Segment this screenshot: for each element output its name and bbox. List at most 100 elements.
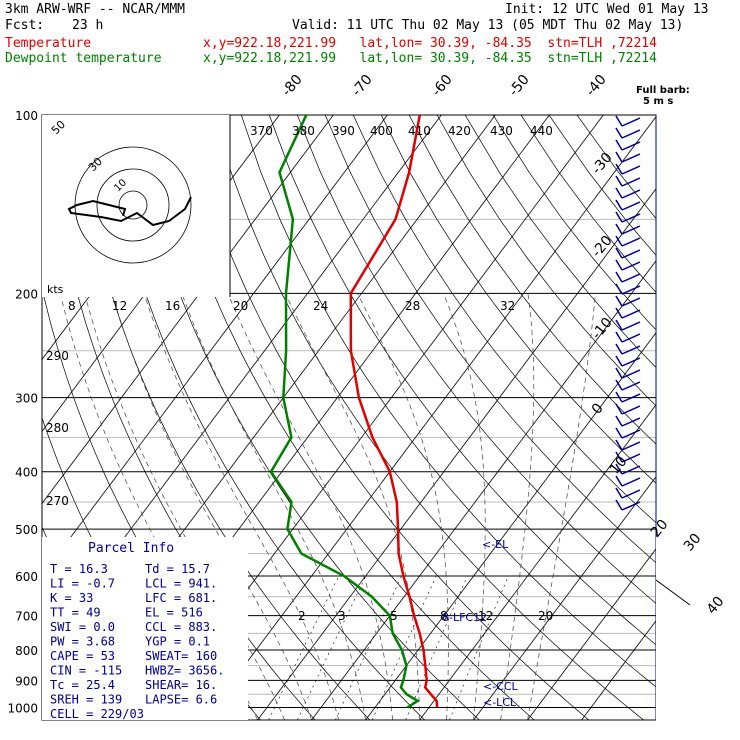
level-annotation: 8-LFC12 <box>442 611 487 624</box>
isotherm-line <box>365 332 656 720</box>
pressure-tick-label: 1000 <box>7 701 38 715</box>
dry-adiabat <box>380 115 656 484</box>
hodograph-speed-label: 32 <box>500 299 515 313</box>
corner-edge <box>655 579 691 606</box>
parcel-stat: CIN = -115 <box>50 664 122 678</box>
parcel-info-title: Parcel Info <box>88 541 174 556</box>
hodograph-ring <box>118 190 148 220</box>
isotherm-line <box>527 548 656 720</box>
wind-barb <box>621 297 641 307</box>
barb-key-label: Full barb: <box>636 85 690 96</box>
parcel-stat: LI = -0.7 <box>50 577 115 591</box>
wind-barb-flag <box>615 487 623 499</box>
barb-key-value: 5 m s <box>643 96 673 107</box>
parcel-stat: SHEAR= 16. <box>145 678 217 692</box>
wind-barb-flag <box>615 235 623 247</box>
hodograph-units: kts <box>47 283 64 296</box>
wind-barb-flag <box>615 367 623 379</box>
pressure-tick-label: 600 <box>15 570 38 584</box>
wind-barb-flag <box>615 307 623 319</box>
wind-barb <box>621 453 641 463</box>
moist-adiabat <box>443 293 486 720</box>
wind-barb <box>621 213 641 223</box>
parcel-stat: K = 33 <box>50 591 93 605</box>
hodograph-speed-label: 28 <box>405 299 420 313</box>
wind-barb <box>621 489 641 499</box>
mixing-ratio-line <box>335 575 402 720</box>
isotherm-label: 20 <box>648 517 672 541</box>
wind-barb-flag <box>615 343 623 355</box>
wind-barb-flag <box>615 139 623 151</box>
theta-label: 430 <box>490 124 513 138</box>
hodograph-speed-label: 12 <box>112 299 127 313</box>
isotherm-line <box>419 404 656 720</box>
wind-barb-flag <box>615 175 623 187</box>
pressure-tick-label: 100 <box>15 109 38 123</box>
wind-barb <box>621 117 641 127</box>
moist-adiabat <box>227 293 393 720</box>
wind-barb <box>621 285 641 295</box>
isotherm-label: -40 <box>583 72 610 100</box>
mixing-ratio-label: 2 <box>298 609 306 623</box>
wind-barb-flag <box>615 283 623 295</box>
level-annotation: <-EL <box>482 538 509 551</box>
isotherm-label: -60 <box>429 72 456 100</box>
isotherm-label: -30 <box>589 150 616 178</box>
valid-time: Valid: 11 UTC Thu 02 May 13 (05 MDT Thu … <box>292 18 684 33</box>
wind-barb-flag <box>615 295 623 307</box>
hodograph-speed-label: 20 <box>233 299 248 313</box>
wind-barb-flag <box>615 187 623 199</box>
parcel-stat: T = 16.3 <box>50 562 108 576</box>
pressure-tick-label: 400 <box>15 466 38 480</box>
wind-barb-flag <box>615 379 623 391</box>
hodograph-panel <box>42 115 230 297</box>
parcel-stat: CAPE = 53 <box>50 649 115 663</box>
level-annotation: <-LCL <box>483 696 517 709</box>
mixing-ratio-line <box>405 575 468 720</box>
wind-barb <box>621 261 641 271</box>
moist-adiabat <box>500 293 535 720</box>
isotherm-label: 30 <box>681 531 705 555</box>
dewpoint-legend: Dewpoint temperature <box>5 51 162 66</box>
dry-adiabat <box>129 115 480 720</box>
isotherm-label: -50 <box>506 72 533 100</box>
dry-adiabat <box>185 115 590 720</box>
temperature-legend: Temperature <box>5 36 92 51</box>
wind-barb <box>621 153 641 163</box>
wind-barb-flag <box>615 427 623 439</box>
isotherm-line <box>42 115 334 505</box>
wind-barb <box>621 321 641 331</box>
hodograph-speed-label: 8 <box>68 299 76 313</box>
wind-barb <box>621 189 641 199</box>
pressure-tick-label: 300 <box>15 392 38 406</box>
theta-label: 440 <box>530 124 553 138</box>
wind-barb-flag <box>615 151 623 163</box>
dewpoint-location: x,y=922.18,221.99 lat,lon= 30.39, -84.35… <box>203 51 657 66</box>
hodograph-ring <box>96 168 170 242</box>
hodograph-speed-label: 16 <box>165 299 180 313</box>
wind-barb <box>621 333 641 343</box>
wind-barb-flag <box>615 331 623 343</box>
parcel-stat: EL = 516 <box>145 606 203 620</box>
wind-barb-flag <box>615 247 623 259</box>
mixing-ratio-line <box>449 575 509 720</box>
parcel-stat: Td = 15.7 <box>145 562 210 576</box>
wind-barb-flag <box>615 403 623 415</box>
wind-barb <box>621 501 641 511</box>
moist-adiabat <box>181 293 366 720</box>
wind-barb <box>621 273 641 283</box>
wind-barb <box>621 381 641 391</box>
mixing-ratio-label: 20 <box>538 609 553 623</box>
wind-barb-flag <box>615 475 623 487</box>
wind-barb <box>621 177 641 187</box>
wind-barb <box>621 429 641 439</box>
temperature-location: x,y=922.18,221.99 lat,lon= 30.39, -84.35… <box>203 36 657 51</box>
dry-adiabat <box>436 115 656 407</box>
dry-adiabat <box>464 115 656 369</box>
isotherm-line <box>203 116 656 720</box>
wind-barb <box>621 477 641 487</box>
pressure-tick-label: 200 <box>15 287 38 301</box>
moist-adiabat <box>357 293 449 720</box>
dewpoint-profile <box>269 115 421 709</box>
forecast-label: Fcst: <box>5 18 45 33</box>
